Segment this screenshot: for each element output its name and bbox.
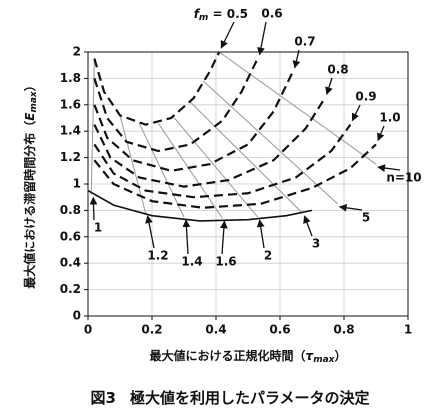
- fm-curve: [93, 58, 259, 153]
- n-line: [119, 115, 147, 214]
- y-tick-label: 1.2: [60, 150, 81, 164]
- arrow: [219, 220, 228, 255]
- series-label: 0.6: [261, 7, 282, 21]
- y-tick-label: 1.8: [60, 71, 81, 85]
- label-part: =: [208, 7, 226, 21]
- y-tick-label: 1.6: [60, 97, 81, 111]
- series-label: 0.9: [355, 90, 376, 104]
- n-label: 3: [312, 237, 320, 251]
- y-tick-label: 0: [73, 309, 81, 323]
- n-label: 1.6: [215, 255, 236, 269]
- arrow: [377, 125, 385, 142]
- arrow: [145, 215, 155, 249]
- x-tick-label: 1: [404, 323, 412, 337]
- n-label: 1.2: [147, 249, 168, 263]
- series-label: 0.8: [327, 63, 348, 77]
- arrow: [338, 203, 363, 212]
- label-part: 0.5: [227, 7, 248, 21]
- caption: 図3 極大値を利用したパラメータの決定: [91, 389, 370, 407]
- plot-frame: [87, 51, 409, 317]
- n-line: [174, 117, 258, 218]
- arrow: [257, 21, 267, 56]
- n-line: [157, 123, 223, 219]
- arrow: [220, 21, 235, 49]
- arrow: [351, 104, 361, 122]
- arrow: [292, 49, 301, 69]
- arrow: [377, 164, 401, 172]
- y-tick-label: 0.8: [60, 203, 81, 217]
- y-tick-label: 2: [73, 45, 81, 59]
- series-label: 1.0: [379, 111, 400, 125]
- y-axis-label: 最大値における滞留時間分布（Emax）: [22, 79, 39, 289]
- x-tick-label: 0.2: [141, 323, 162, 337]
- fm-curve: [93, 143, 377, 209]
- n-label: 1: [94, 221, 102, 235]
- n-line: [190, 101, 303, 214]
- x-tick-label: 0: [84, 323, 92, 337]
- n-line: [218, 51, 377, 165]
- arrow: [89, 196, 98, 221]
- y-tick-label: 1.4: [60, 124, 81, 138]
- x-axis-label: 最大値における正規化時間（τmax）: [150, 348, 347, 365]
- y-tick-label: 0.6: [60, 229, 81, 243]
- n-line: [202, 80, 338, 205]
- n-label: n=10: [386, 171, 421, 185]
- fm-curve: [93, 71, 294, 172]
- n-label: 1.4: [181, 255, 202, 269]
- label-part: f: [194, 7, 201, 21]
- fm-curve: [93, 123, 352, 199]
- arrow: [303, 215, 313, 237]
- fm-curve: [93, 51, 221, 126]
- n-label: 2: [264, 249, 272, 263]
- x-tick-label: 0.4: [205, 323, 226, 337]
- series-label: fm = 0.5: [194, 7, 248, 23]
- arrow: [182, 219, 191, 255]
- fm-curve: [93, 97, 326, 188]
- label-part: m: [199, 13, 208, 23]
- envelope-curve: [87, 189, 313, 222]
- n-line: [138, 123, 185, 218]
- y-tick-label: 1: [73, 177, 81, 191]
- x-tick-label: 0.6: [269, 323, 290, 337]
- arrow: [256, 219, 265, 249]
- n-label: 5: [362, 211, 370, 225]
- y-tick-label: 0.4: [60, 256, 81, 270]
- y-tick-label: 0.2: [60, 282, 81, 296]
- x-tick-label: 0.8: [333, 323, 354, 337]
- series-label: 0.7: [294, 35, 315, 49]
- n-line: [90, 58, 95, 195]
- arrow: [325, 77, 333, 95]
